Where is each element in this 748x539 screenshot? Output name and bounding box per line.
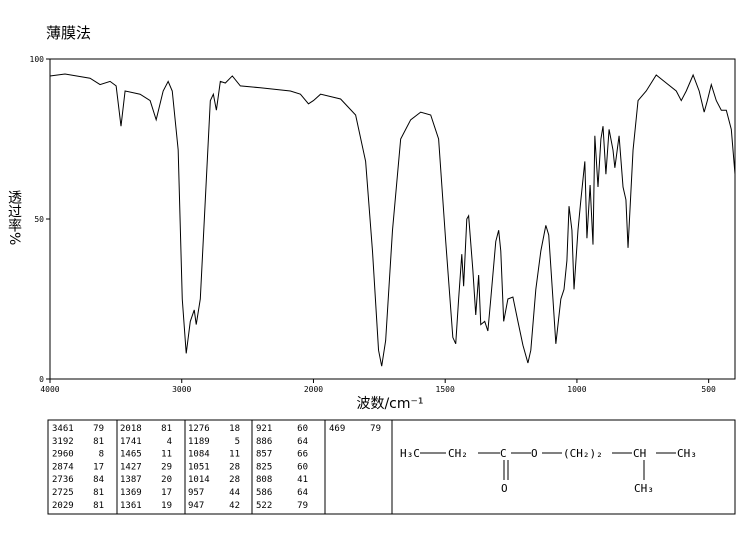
structure-branch: CH₃ xyxy=(634,482,654,495)
peak-transmittance: 4 xyxy=(167,437,172,447)
structure-group: CH₂ xyxy=(448,447,468,460)
chart-title: 薄膜法 xyxy=(46,24,91,42)
structure-carbonyl: O xyxy=(501,482,508,495)
peak-wavenumber: 469 xyxy=(329,424,345,434)
y-axis-label: 透过率% xyxy=(6,190,22,245)
peak-transmittance: 29 xyxy=(161,462,172,472)
structure-bonds xyxy=(420,452,676,480)
peak-wavenumber: 2874 xyxy=(52,462,74,472)
x-tick-label: 1500 xyxy=(436,385,455,394)
structure-group: CH xyxy=(633,447,646,460)
plot-frame xyxy=(49,58,736,380)
peak-wavenumber: 1741 xyxy=(120,437,142,447)
peak-wavenumber: 886 xyxy=(256,437,272,447)
peak-wavenumber: 1427 xyxy=(120,462,142,472)
peak-wavenumber: 1465 xyxy=(120,450,142,460)
peak-transmittance: 60 xyxy=(297,462,308,472)
peak-wavenumber: 1276 xyxy=(188,424,210,434)
y-tick-label: 100 xyxy=(30,55,45,64)
peak-transmittance: 44 xyxy=(229,488,240,498)
peak-wavenumber: 2018 xyxy=(120,424,142,434)
peak-transmittance: 64 xyxy=(297,488,308,498)
peak-transmittance: 28 xyxy=(229,462,240,472)
peak-transmittance: 8 xyxy=(99,450,104,460)
x-tick-label: 2000 xyxy=(304,385,323,394)
structure-group: O xyxy=(531,447,538,460)
peak-transmittance: 5 xyxy=(235,437,240,447)
peak-wavenumber: 1369 xyxy=(120,488,142,498)
peak-wavenumber: 2960 xyxy=(52,450,74,460)
x-tick-label: 500 xyxy=(701,385,716,394)
peak-transmittance: 41 xyxy=(297,475,308,485)
peak-transmittance: 18 xyxy=(229,424,240,434)
peak-wavenumber: 857 xyxy=(256,450,272,460)
peak-wavenumber: 921 xyxy=(256,424,272,434)
peak-transmittance: 81 xyxy=(93,488,104,498)
peak-transmittance: 84 xyxy=(93,475,104,485)
y-tick-label: 50 xyxy=(34,215,44,224)
peak-wavenumber: 1189 xyxy=(188,437,210,447)
peak-transmittance: 20 xyxy=(161,475,172,485)
peak-transmittance: 79 xyxy=(93,424,104,434)
peak-wavenumber: 1014 xyxy=(188,475,210,485)
structure-group: (CH₂)₂ xyxy=(563,447,603,460)
peak-transmittance: 19 xyxy=(161,501,172,511)
peak-transmittance: 81 xyxy=(93,437,104,447)
x-tick-label: 3000 xyxy=(172,385,191,394)
peak-transmittance: 60 xyxy=(297,424,308,434)
peak-transmittance: 79 xyxy=(297,501,308,511)
peak-wavenumber: 3461 xyxy=(52,424,74,434)
peak-wavenumber: 2029 xyxy=(52,501,74,511)
table-dividers xyxy=(116,420,393,514)
peak-wavenumber: 1361 xyxy=(120,501,142,511)
peak-transmittance: 11 xyxy=(161,450,172,460)
y-tick-label: 0 xyxy=(39,375,44,384)
peak-wavenumber: 1051 xyxy=(188,462,210,472)
peak-wavenumber: 808 xyxy=(256,475,272,485)
x-tick-label: 4000 xyxy=(40,385,59,394)
peak-transmittance: 64 xyxy=(297,437,308,447)
peak-transmittance: 79 xyxy=(370,424,381,434)
peak-wavenumber: 3192 xyxy=(52,437,74,447)
spectrum-line xyxy=(49,73,736,367)
peak-transmittance: 11 xyxy=(229,450,240,460)
peak-wavenumber: 1084 xyxy=(188,450,210,460)
peak-wavenumber: 522 xyxy=(256,501,272,511)
structure-group: H₃C xyxy=(400,447,420,460)
peak-wavenumber: 586 xyxy=(256,488,272,498)
peak-transmittance: 66 xyxy=(297,450,308,460)
peak-transmittance: 17 xyxy=(93,462,104,472)
peak-wavenumber: 2736 xyxy=(52,475,74,485)
peak-transmittance: 42 xyxy=(229,501,240,511)
peak-wavenumber: 825 xyxy=(256,462,272,472)
x-tick-label: 1000 xyxy=(567,385,586,394)
peak-transmittance: 28 xyxy=(229,475,240,485)
peak-wavenumber: 1387 xyxy=(120,475,142,485)
peak-transmittance: 17 xyxy=(161,488,172,498)
peak-transmittance: 81 xyxy=(161,424,172,434)
x-axis-label: 波数/cm⁻¹ xyxy=(356,396,423,412)
peak-wavenumber: 2725 xyxy=(52,488,74,498)
structure-group: C xyxy=(500,447,507,460)
peak-wavenumber: 957 xyxy=(188,488,204,498)
peak-wavenumber: 947 xyxy=(188,501,204,511)
structure-group: CH₃ xyxy=(677,447,697,460)
peak-transmittance: 81 xyxy=(93,501,104,511)
